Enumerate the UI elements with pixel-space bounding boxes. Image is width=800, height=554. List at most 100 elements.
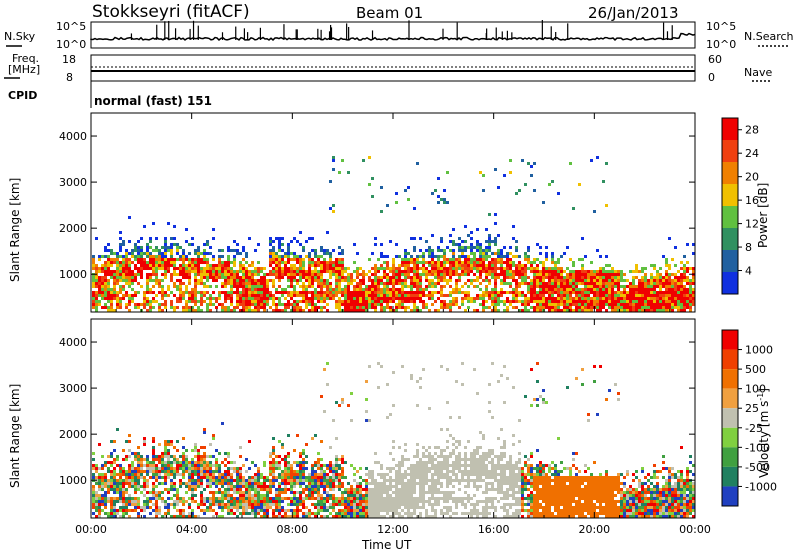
power-cell	[617, 270, 620, 273]
power-cell	[152, 267, 155, 270]
power-cell	[431, 234, 434, 237]
power-cell	[320, 300, 323, 303]
vel-cell	[401, 488, 404, 491]
vel-cell	[206, 485, 209, 488]
vel-cell	[122, 494, 125, 497]
power-cell	[278, 240, 281, 243]
power-cell	[665, 279, 668, 282]
power-cell	[407, 267, 410, 270]
power-cell	[560, 273, 563, 276]
power-cell	[185, 258, 188, 261]
vel-cell	[383, 476, 386, 479]
power-cell	[677, 279, 680, 282]
power-cell	[518, 255, 521, 258]
power-cell	[557, 258, 560, 261]
vel-cell	[386, 494, 389, 497]
power-cell	[221, 264, 224, 267]
vel-cell	[128, 479, 131, 482]
power-cell	[473, 252, 476, 255]
vel-cell	[152, 467, 155, 470]
vel-cell	[419, 479, 422, 482]
vel-cell	[257, 509, 260, 512]
power-cell	[116, 294, 119, 297]
vel-cell	[128, 497, 131, 500]
power-cell	[512, 279, 515, 282]
power-cell	[497, 258, 500, 261]
vel-cell	[263, 509, 266, 512]
power-cell	[242, 291, 245, 294]
power-cell	[233, 279, 236, 282]
vel-cell	[164, 449, 167, 452]
vel-cell	[410, 497, 413, 500]
power-cell	[422, 264, 425, 267]
power-cell	[602, 297, 605, 300]
power-cell	[227, 267, 230, 270]
vel-cell	[422, 470, 425, 473]
power-cell	[137, 267, 140, 270]
power-cell	[341, 288, 344, 291]
vel-cell	[155, 458, 158, 461]
power-cell	[563, 270, 566, 273]
power-cell	[431, 270, 434, 273]
vel-cell	[209, 464, 212, 467]
power-cell	[611, 300, 614, 303]
vel-cell	[113, 479, 116, 482]
vel-cell	[158, 461, 161, 464]
power-cell	[176, 249, 179, 252]
vel-cell	[416, 464, 419, 467]
power-cell	[404, 273, 407, 276]
power-cell	[245, 288, 248, 291]
power-cell	[536, 243, 539, 246]
power-cell	[200, 276, 203, 279]
vel-cell	[389, 470, 392, 473]
power-cell	[668, 297, 671, 300]
power-cell	[122, 267, 125, 270]
vel-cell	[194, 443, 197, 446]
vel-cell	[143, 506, 146, 509]
power-cell	[377, 291, 380, 294]
power-cell	[461, 264, 464, 267]
vel-cell	[344, 512, 347, 515]
vel-cell	[428, 467, 431, 470]
power-cell	[104, 273, 107, 276]
power-cell	[599, 300, 602, 303]
vel-cell	[230, 509, 233, 512]
power-cell	[530, 261, 533, 264]
vel-cell	[215, 458, 218, 461]
vel-cell	[206, 455, 209, 458]
power-cell	[605, 291, 608, 294]
vel-cell	[359, 491, 362, 494]
vel-cell	[152, 464, 155, 467]
power-cell	[98, 276, 101, 279]
power-cell	[191, 261, 194, 264]
power-cell	[389, 294, 392, 297]
power-cell	[449, 249, 452, 252]
power-cell	[554, 264, 557, 267]
nsearch-tick-bottom: 10^0	[706, 38, 737, 51]
power-cell	[584, 282, 587, 285]
power-cell	[95, 294, 98, 297]
power-cell	[233, 255, 236, 258]
power-cell	[647, 297, 650, 300]
vel-cell	[422, 485, 425, 488]
vel-cell	[317, 485, 320, 488]
power-cell	[221, 309, 224, 312]
vel-cell	[200, 482, 203, 485]
vel-cell	[95, 494, 98, 497]
power-cell	[131, 294, 134, 297]
vel-cell	[377, 512, 380, 515]
power-cell	[623, 285, 626, 288]
power-cell	[323, 258, 326, 261]
vel-cell	[320, 440, 323, 443]
vel-cell	[167, 473, 170, 476]
power-cell	[362, 270, 365, 273]
vel-cell	[131, 482, 134, 485]
power-cell	[308, 276, 311, 279]
power-cell	[506, 282, 509, 285]
vel-cell	[290, 476, 293, 479]
power-cell	[575, 288, 578, 291]
power-cell	[326, 282, 329, 285]
power-cell	[572, 282, 575, 285]
vel-cell	[197, 455, 200, 458]
power-cell	[281, 267, 284, 270]
